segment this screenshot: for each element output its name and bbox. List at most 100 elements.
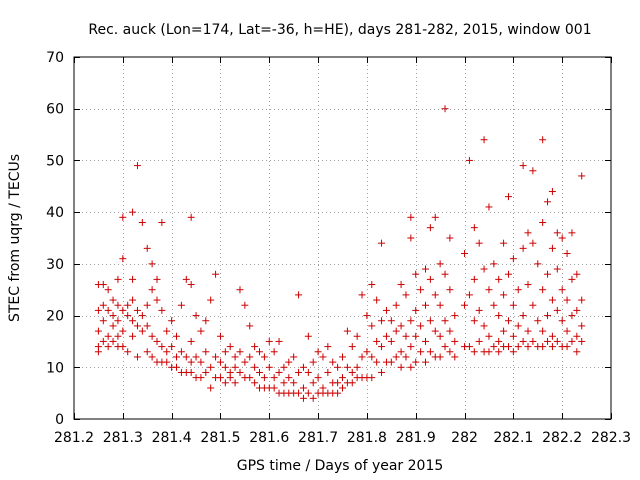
data-point bbox=[99, 317, 107, 325]
x-axis-label: GPS time / Days of year 2015 bbox=[237, 458, 444, 474]
data-point bbox=[426, 317, 434, 325]
data-point bbox=[563, 296, 571, 304]
data-point bbox=[436, 353, 444, 361]
data-point bbox=[387, 317, 395, 325]
data-point bbox=[431, 327, 439, 335]
data-point bbox=[407, 317, 415, 325]
data-point bbox=[441, 105, 449, 113]
data-point bbox=[470, 317, 478, 325]
data-point bbox=[504, 193, 512, 201]
data-point bbox=[348, 343, 356, 351]
data-point bbox=[319, 353, 327, 361]
data-point bbox=[568, 337, 576, 345]
data-point bbox=[578, 296, 586, 304]
data-point bbox=[251, 343, 259, 351]
data-point bbox=[548, 296, 556, 304]
y-tick-label: 0 bbox=[55, 412, 64, 428]
x-tick-label: 281.6 bbox=[249, 430, 289, 446]
data-point bbox=[94, 348, 102, 356]
data-point bbox=[504, 343, 512, 351]
x-tick-label: 281.4 bbox=[152, 430, 192, 446]
grid bbox=[74, 57, 611, 419]
data-point bbox=[109, 322, 117, 330]
data-point bbox=[431, 213, 439, 221]
data-point bbox=[529, 337, 537, 345]
data-point bbox=[163, 327, 171, 335]
y-tick-label: 30 bbox=[46, 257, 64, 273]
data-point bbox=[260, 374, 268, 382]
data-point bbox=[304, 389, 312, 397]
data-point bbox=[417, 348, 425, 356]
data-point bbox=[104, 343, 112, 351]
y-tick-labels: 0 10 20 30 40 50 60 70 bbox=[46, 50, 64, 428]
data-point bbox=[94, 327, 102, 335]
data-point bbox=[446, 348, 454, 356]
data-point bbox=[285, 358, 293, 366]
data-point bbox=[143, 301, 151, 309]
data-point bbox=[187, 368, 195, 376]
data-point bbox=[563, 250, 571, 258]
data-point bbox=[373, 358, 381, 366]
y-tick-label: 70 bbox=[46, 50, 64, 66]
data-point bbox=[407, 343, 415, 351]
data-point bbox=[407, 363, 415, 371]
data-point bbox=[519, 337, 527, 345]
data-point bbox=[436, 301, 444, 309]
plot-frame bbox=[73, 56, 612, 420]
data-point bbox=[256, 348, 264, 356]
data-point bbox=[548, 343, 556, 351]
data-point bbox=[153, 275, 161, 283]
data-point bbox=[207, 384, 215, 392]
data-point bbox=[358, 291, 366, 299]
data-point bbox=[309, 379, 317, 387]
data-point bbox=[402, 332, 410, 340]
y-tick-label: 50 bbox=[46, 153, 64, 169]
x-tick-label: 281.2 bbox=[54, 430, 94, 446]
data-point bbox=[475, 306, 483, 314]
data-point bbox=[500, 327, 508, 335]
data-point bbox=[216, 358, 224, 366]
data-point bbox=[407, 213, 415, 221]
data-point bbox=[548, 187, 556, 195]
data-point bbox=[573, 270, 581, 278]
data-point bbox=[504, 317, 512, 325]
data-point bbox=[451, 312, 459, 320]
x-tick-label: 281.3 bbox=[103, 430, 143, 446]
data-point bbox=[373, 296, 381, 304]
data-point bbox=[187, 358, 195, 366]
data-point bbox=[309, 358, 317, 366]
data-point bbox=[490, 260, 498, 268]
data-point bbox=[148, 286, 156, 294]
data-point bbox=[461, 301, 469, 309]
data-point bbox=[143, 348, 151, 356]
data-point bbox=[192, 312, 200, 320]
data-point bbox=[475, 239, 483, 247]
data-point bbox=[226, 343, 234, 351]
data-point bbox=[534, 317, 542, 325]
data-point bbox=[495, 275, 503, 283]
data-point bbox=[138, 312, 146, 320]
data-point bbox=[382, 306, 390, 314]
data-point bbox=[114, 275, 122, 283]
data-point bbox=[509, 332, 517, 340]
data-point bbox=[402, 353, 410, 361]
data-point bbox=[343, 363, 351, 371]
data-point bbox=[480, 265, 488, 273]
data-point bbox=[231, 363, 239, 371]
data-point bbox=[265, 337, 273, 345]
data-point bbox=[124, 348, 132, 356]
data-point bbox=[495, 348, 503, 356]
data-point bbox=[124, 312, 132, 320]
data-point bbox=[133, 306, 141, 314]
data-point bbox=[461, 250, 469, 258]
data-point bbox=[558, 317, 566, 325]
data-point bbox=[402, 291, 410, 299]
data-point bbox=[119, 327, 127, 335]
data-point bbox=[251, 363, 259, 371]
data-point bbox=[500, 239, 508, 247]
data-point bbox=[397, 363, 405, 371]
x-tick-labels: 281.2 281.3 281.4 281.5 281.6 281.7 281.8 281.9… bbox=[54, 430, 631, 446]
data-point bbox=[148, 260, 156, 268]
data-point bbox=[129, 332, 137, 340]
data-point bbox=[553, 229, 561, 237]
